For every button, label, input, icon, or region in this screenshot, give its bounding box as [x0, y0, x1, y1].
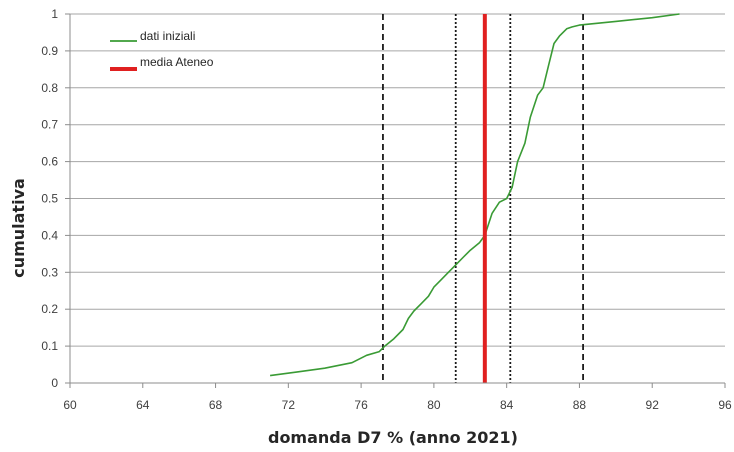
x-axis-title: domanda D7 % (anno 2021) — [268, 428, 518, 447]
x-tick-label-0: 60 — [63, 398, 77, 412]
y-tick-label-10: 1 — [51, 7, 58, 21]
y-tick-label-4: 0.4 — [41, 228, 58, 242]
series-layer — [269, 13, 680, 383]
y-tick-label-6: 0.6 — [41, 155, 58, 169]
x-tick-label-6: 84 — [500, 398, 514, 412]
legend-label-dati-iniziali: dati iniziali — [140, 29, 195, 43]
y-tick-label-9: 0.9 — [41, 44, 58, 58]
y-tick-label-5: 0.5 — [41, 192, 58, 206]
x-tick-label-2: 68 — [209, 398, 223, 412]
x-tick-label-7: 88 — [573, 398, 587, 412]
y-axis-title: cumulativa — [9, 178, 28, 278]
x-tick-label-4: 76 — [354, 398, 368, 412]
y-tick-label-3: 0.3 — [41, 265, 58, 279]
y-tick-label-2: 0.2 — [41, 302, 58, 316]
x-tick-label-1: 64 — [136, 398, 150, 412]
y-tick-labels: 0 0.1 0.2 0.3 0.4 0.5 0.6 0.7 0.8 0.9 1 — [41, 7, 58, 390]
x-tick-label-5: 80 — [427, 398, 441, 412]
gridlines — [70, 13, 725, 384]
x-tick-label-9: 96 — [718, 398, 732, 412]
reference-lines — [382, 14, 584, 383]
x-tick-labels: 60 64 68 72 76 80 84 88 92 96 — [63, 398, 732, 412]
legend: dati iniziali media Ateneo — [110, 29, 214, 71]
y-tick-label-1: 0.1 — [41, 339, 58, 353]
x-tick-label-3: 72 — [282, 398, 296, 412]
y-tick-label-0: 0 — [51, 376, 58, 390]
y-tick-label-7: 0.7 — [41, 118, 58, 132]
x-tick-label-8: 92 — [646, 398, 660, 412]
y-tick-label-8: 0.8 — [41, 81, 58, 95]
axes — [65, 13, 726, 388]
series-line-dati-iniziali — [269, 13, 680, 377]
legend-label-media-ateneo: media Ateneo — [140, 55, 214, 69]
